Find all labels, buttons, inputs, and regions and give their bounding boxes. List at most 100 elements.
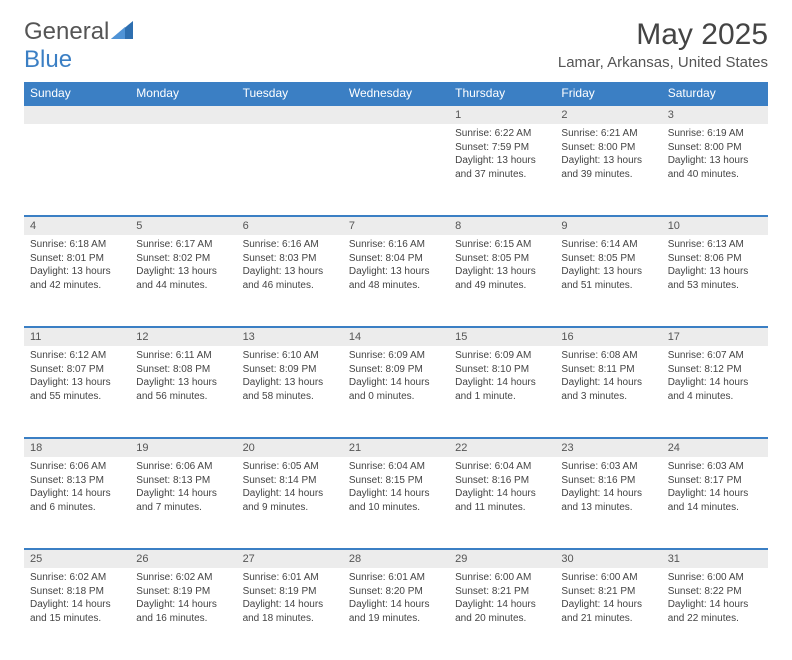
day-details: Sunrise: 6:09 AMSunset: 8:09 PMDaylight:… <box>343 346 449 409</box>
day-header: Monday <box>130 82 236 105</box>
sunrise-text: Sunrise: 6:01 AM <box>243 571 337 585</box>
sunset-text: Sunset: 8:13 PM <box>136 474 230 488</box>
day-body-cell: Sunrise: 6:03 AMSunset: 8:17 PMDaylight:… <box>662 457 768 549</box>
day-body-cell: Sunrise: 6:06 AMSunset: 8:13 PMDaylight:… <box>130 457 236 549</box>
sunrise-text: Sunrise: 6:09 AM <box>455 349 549 363</box>
sunset-text: Sunset: 8:22 PM <box>668 585 762 599</box>
logo-sail-icon <box>111 18 133 46</box>
day-body-cell <box>343 124 449 216</box>
day-body-cell: Sunrise: 6:08 AMSunset: 8:11 PMDaylight:… <box>555 346 661 438</box>
day-details: Sunrise: 6:13 AMSunset: 8:06 PMDaylight:… <box>662 235 768 298</box>
daylight-text: Daylight: 14 hours and 4 minutes. <box>668 376 762 403</box>
day-details: Sunrise: 6:07 AMSunset: 8:12 PMDaylight:… <box>662 346 768 409</box>
sunrise-text: Sunrise: 6:13 AM <box>668 238 762 252</box>
day-body-cell <box>237 124 343 216</box>
week-row: Sunrise: 6:22 AMSunset: 7:59 PMDaylight:… <box>24 124 768 216</box>
calendar-body: 123Sunrise: 6:22 AMSunset: 7:59 PMDaylig… <box>24 105 768 660</box>
day-number-cell: 11 <box>24 327 130 346</box>
day-number-cell <box>130 105 236 124</box>
sunrise-text: Sunrise: 6:06 AM <box>136 460 230 474</box>
sunset-text: Sunset: 8:03 PM <box>243 252 337 266</box>
week-row: Sunrise: 6:02 AMSunset: 8:18 PMDaylight:… <box>24 568 768 660</box>
day-details: Sunrise: 6:15 AMSunset: 8:05 PMDaylight:… <box>449 235 555 298</box>
daynum-row: 25262728293031 <box>24 549 768 568</box>
sunset-text: Sunset: 8:21 PM <box>455 585 549 599</box>
day-details: Sunrise: 6:00 AMSunset: 8:21 PMDaylight:… <box>449 568 555 631</box>
day-details: Sunrise: 6:02 AMSunset: 8:18 PMDaylight:… <box>24 568 130 631</box>
day-details: Sunrise: 6:22 AMSunset: 7:59 PMDaylight:… <box>449 124 555 187</box>
sunrise-text: Sunrise: 6:04 AM <box>455 460 549 474</box>
day-header: Tuesday <box>237 82 343 105</box>
day-details: Sunrise: 6:16 AMSunset: 8:04 PMDaylight:… <box>343 235 449 298</box>
header: General Blue May 2025 Lamar, Arkansas, U… <box>24 18 768 74</box>
day-header: Friday <box>555 82 661 105</box>
day-number-cell: 18 <box>24 438 130 457</box>
sunset-text: Sunset: 8:21 PM <box>561 585 655 599</box>
day-number-cell: 17 <box>662 327 768 346</box>
daylight-text: Daylight: 14 hours and 7 minutes. <box>136 487 230 514</box>
day-body-cell: Sunrise: 6:01 AMSunset: 8:20 PMDaylight:… <box>343 568 449 660</box>
day-details: Sunrise: 6:03 AMSunset: 8:17 PMDaylight:… <box>662 457 768 520</box>
day-body-cell: Sunrise: 6:17 AMSunset: 8:02 PMDaylight:… <box>130 235 236 327</box>
daylight-text: Daylight: 14 hours and 10 minutes. <box>349 487 443 514</box>
day-body-cell: Sunrise: 6:19 AMSunset: 8:00 PMDaylight:… <box>662 124 768 216</box>
sunrise-text: Sunrise: 6:14 AM <box>561 238 655 252</box>
sunrise-text: Sunrise: 6:17 AM <box>136 238 230 252</box>
daylight-text: Daylight: 13 hours and 42 minutes. <box>30 265 124 292</box>
title-block: May 2025 Lamar, Arkansas, United States <box>558 18 768 71</box>
day-details: Sunrise: 6:04 AMSunset: 8:15 PMDaylight:… <box>343 457 449 520</box>
day-number-cell <box>24 105 130 124</box>
day-number-cell: 31 <box>662 549 768 568</box>
day-details: Sunrise: 6:03 AMSunset: 8:16 PMDaylight:… <box>555 457 661 520</box>
day-number-cell: 3 <box>662 105 768 124</box>
day-details: Sunrise: 6:12 AMSunset: 8:07 PMDaylight:… <box>24 346 130 409</box>
day-body-cell: Sunrise: 6:16 AMSunset: 8:04 PMDaylight:… <box>343 235 449 327</box>
sunset-text: Sunset: 8:20 PM <box>349 585 443 599</box>
day-details: Sunrise: 6:00 AMSunset: 8:22 PMDaylight:… <box>662 568 768 631</box>
sunset-text: Sunset: 8:19 PM <box>243 585 337 599</box>
daylight-text: Daylight: 14 hours and 0 minutes. <box>349 376 443 403</box>
day-details: Sunrise: 6:06 AMSunset: 8:13 PMDaylight:… <box>130 457 236 520</box>
sunset-text: Sunset: 8:07 PM <box>30 363 124 377</box>
sunrise-text: Sunrise: 6:11 AM <box>136 349 230 363</box>
day-header: Thursday <box>449 82 555 105</box>
sunset-text: Sunset: 8:11 PM <box>561 363 655 377</box>
sunset-text: Sunset: 8:05 PM <box>455 252 549 266</box>
sunrise-text: Sunrise: 6:18 AM <box>30 238 124 252</box>
day-body-cell: Sunrise: 6:01 AMSunset: 8:19 PMDaylight:… <box>237 568 343 660</box>
day-number-cell: 10 <box>662 216 768 235</box>
day-body-cell: Sunrise: 6:09 AMSunset: 8:09 PMDaylight:… <box>343 346 449 438</box>
daylight-text: Daylight: 13 hours and 56 minutes. <box>136 376 230 403</box>
day-number-cell: 6 <box>237 216 343 235</box>
day-header: Saturday <box>662 82 768 105</box>
sunrise-text: Sunrise: 6:15 AM <box>455 238 549 252</box>
daylight-text: Daylight: 13 hours and 46 minutes. <box>243 265 337 292</box>
day-number-cell: 26 <box>130 549 236 568</box>
sunrise-text: Sunrise: 6:21 AM <box>561 127 655 141</box>
sunset-text: Sunset: 8:16 PM <box>455 474 549 488</box>
sunrise-text: Sunrise: 6:07 AM <box>668 349 762 363</box>
day-number-cell: 30 <box>555 549 661 568</box>
day-body-cell: Sunrise: 6:02 AMSunset: 8:19 PMDaylight:… <box>130 568 236 660</box>
day-details: Sunrise: 6:21 AMSunset: 8:00 PMDaylight:… <box>555 124 661 187</box>
day-body-cell: Sunrise: 6:13 AMSunset: 8:06 PMDaylight:… <box>662 235 768 327</box>
sunrise-text: Sunrise: 6:04 AM <box>349 460 443 474</box>
day-details: Sunrise: 6:14 AMSunset: 8:05 PMDaylight:… <box>555 235 661 298</box>
sunrise-text: Sunrise: 6:09 AM <box>349 349 443 363</box>
day-body-cell: Sunrise: 6:07 AMSunset: 8:12 PMDaylight:… <box>662 346 768 438</box>
logo-text: General Blue <box>24 18 133 74</box>
month-title: May 2025 <box>558 18 768 52</box>
day-number-cell: 14 <box>343 327 449 346</box>
logo: General Blue <box>24 18 133 74</box>
day-body-cell: Sunrise: 6:10 AMSunset: 8:09 PMDaylight:… <box>237 346 343 438</box>
logo-part2: Blue <box>24 46 72 73</box>
day-details: Sunrise: 6:08 AMSunset: 8:11 PMDaylight:… <box>555 346 661 409</box>
sunset-text: Sunset: 8:06 PM <box>668 252 762 266</box>
day-details: Sunrise: 6:04 AMSunset: 8:16 PMDaylight:… <box>449 457 555 520</box>
day-details: Sunrise: 6:18 AMSunset: 8:01 PMDaylight:… <box>24 235 130 298</box>
daynum-row: 11121314151617 <box>24 327 768 346</box>
sunset-text: Sunset: 7:59 PM <box>455 141 549 155</box>
daynum-row: 123 <box>24 105 768 124</box>
day-body-cell: Sunrise: 6:04 AMSunset: 8:15 PMDaylight:… <box>343 457 449 549</box>
sunset-text: Sunset: 8:02 PM <box>136 252 230 266</box>
